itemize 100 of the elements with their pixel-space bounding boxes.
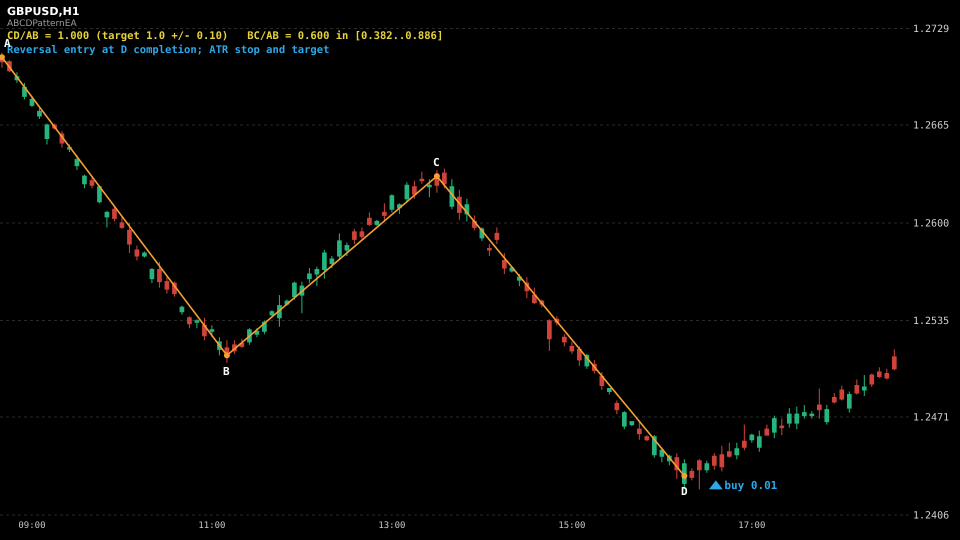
candlestick <box>690 468 694 481</box>
candlestick <box>210 324 214 338</box>
text: ABCDPatternEA <box>7 19 78 29</box>
candlestick <box>734 442 740 460</box>
candlestick <box>307 268 312 284</box>
candlestick <box>630 421 634 427</box>
candlestick <box>74 154 80 171</box>
candlestick <box>614 400 620 415</box>
candlestick <box>104 210 110 228</box>
candlestick <box>742 424 747 451</box>
candlestick <box>330 255 334 269</box>
x-tick-label: 15:00 <box>558 521 586 531</box>
candlestick <box>869 372 874 388</box>
candlestick <box>720 445 724 472</box>
candlestick <box>854 378 860 396</box>
candlestick <box>157 262 162 288</box>
y-tick-label: 1.2406 <box>913 510 950 522</box>
candlestick <box>756 430 762 452</box>
series-label: buy 0.01 <box>724 479 778 492</box>
candlestick <box>194 318 200 329</box>
x-tick-label: 17:00 <box>738 521 766 531</box>
candlestick <box>832 392 837 404</box>
candlestick <box>824 404 830 426</box>
candlestick <box>876 366 882 378</box>
candlestick <box>779 418 784 436</box>
candlestick <box>180 305 184 316</box>
annotation: B <box>223 365 230 378</box>
candlestick <box>134 244 140 262</box>
candlestick <box>622 410 627 430</box>
candlestick <box>142 250 147 258</box>
x-tick-label: 11:00 <box>198 521 226 531</box>
x-tick-label: 13:00 <box>378 521 406 531</box>
x-tick-label: 09:00 <box>18 521 46 531</box>
candlestick <box>30 96 34 108</box>
candlestick <box>420 171 424 184</box>
candlestick <box>607 388 612 396</box>
candlestick <box>337 232 342 260</box>
y-tick-label: 1.2471 <box>913 412 950 424</box>
y-tick-label: 1.2535 <box>913 316 950 328</box>
candlestick <box>884 368 890 380</box>
candlestick <box>150 268 154 284</box>
candlestick <box>164 276 170 294</box>
candlestick <box>82 174 87 189</box>
text: GBPUSD,H1 <box>7 5 80 18</box>
y-tick-label: 1.2729 <box>913 24 950 36</box>
candlestick <box>390 194 394 213</box>
candlestick <box>862 374 867 397</box>
candlestick <box>44 122 50 146</box>
candlestick <box>764 424 770 436</box>
candlestick <box>749 433 754 444</box>
candlestick <box>314 266 320 287</box>
candlestick <box>487 243 492 256</box>
point <box>224 352 230 358</box>
candlestick <box>637 421 642 440</box>
annotation: Reversal entry at D completion; ATR stop and target <box>7 44 330 56</box>
annotation: C <box>433 156 440 169</box>
candlestick <box>322 249 327 280</box>
candlestick <box>502 252 507 275</box>
candlestick <box>794 406 800 430</box>
candlestick <box>127 222 132 254</box>
candlestick <box>547 318 552 352</box>
candlestick <box>97 184 102 204</box>
candlestick <box>704 460 710 474</box>
candlestick <box>892 348 897 371</box>
candlestick <box>404 182 410 202</box>
candlestick <box>577 346 582 366</box>
candlestick <box>494 226 500 244</box>
candlestick <box>412 180 417 200</box>
candlestick <box>224 340 230 364</box>
candlestick <box>292 281 297 300</box>
candlestick <box>697 458 702 490</box>
candlestick <box>352 228 357 244</box>
candlestick <box>360 226 364 240</box>
candlestick <box>570 341 574 354</box>
annotation: D <box>681 485 688 498</box>
candlestick <box>644 434 650 442</box>
candlestick <box>120 216 124 230</box>
candlestick <box>90 177 94 189</box>
candlestick <box>809 410 814 420</box>
candlestick <box>660 446 664 463</box>
candlestick <box>726 442 732 458</box>
candlestick <box>344 242 350 256</box>
candlestick <box>270 310 274 317</box>
point <box>434 173 440 180</box>
candlestick <box>786 408 792 428</box>
candlestick <box>382 202 387 222</box>
point <box>681 472 688 479</box>
candlestick <box>562 334 567 347</box>
candlestick <box>772 415 777 439</box>
candlestick <box>802 404 807 420</box>
y-tick-label: 1.2600 <box>913 218 950 230</box>
candlestick <box>37 108 42 120</box>
candlestick <box>846 391 852 414</box>
candlestick <box>187 316 192 329</box>
candlestick <box>816 388 822 420</box>
candlestick <box>374 219 380 226</box>
point <box>0 54 5 60</box>
candlestick <box>427 178 432 198</box>
candlestick <box>839 384 844 402</box>
candlestick <box>442 168 447 189</box>
